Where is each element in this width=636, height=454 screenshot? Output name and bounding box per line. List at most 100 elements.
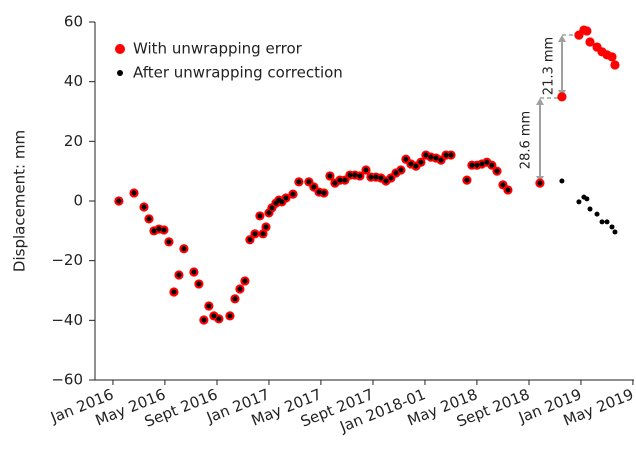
data-point [418,159,424,165]
data-point [201,317,207,323]
data-point [357,173,363,179]
data-point [469,162,475,168]
data-point [383,178,389,184]
annotation: 28.6 mm [519,111,534,169]
data-point [428,154,434,160]
y-tick-label: 60 [64,13,83,31]
data-point [141,204,147,210]
data-point [237,286,243,292]
y-tick-label: 40 [64,72,83,90]
data-point [131,190,137,196]
y-tick-label: −40 [51,311,83,329]
data-point [196,281,202,287]
data-point [474,162,480,168]
data-point [116,198,122,204]
data-point [599,219,605,225]
data-point [505,187,511,193]
legend-marker [117,70,123,76]
data-point [283,195,289,201]
data-point [227,313,233,319]
data-point [296,179,302,185]
y-tick-label: −20 [51,251,83,269]
annotation-arrows [536,34,579,183]
data-point [557,92,567,102]
data-point [438,157,444,163]
data-point [582,26,592,36]
data-point [489,162,495,168]
data-point [263,224,269,230]
data-point [216,316,222,322]
data-point [373,174,379,180]
data-point [257,213,263,219]
data-point [537,180,543,186]
data-point [607,52,617,62]
data-point [610,60,620,70]
data-point [448,152,454,158]
data-point [403,156,409,162]
data-point [423,152,429,158]
legend-marker [115,44,125,54]
data-point [408,161,414,167]
data-point [484,159,490,165]
y-axis-label: Displacement: mm [11,130,29,272]
data-point [191,269,197,275]
data-point [279,199,285,205]
y-tick-label: −60 [51,371,83,389]
data-point [171,289,177,295]
data-point [612,229,618,235]
data-point [211,313,217,319]
data-point [161,227,167,233]
data-point [347,172,353,178]
y-tick-label: 20 [64,132,83,150]
data-point [587,206,593,212]
data-point [388,175,394,181]
data-point [585,37,595,47]
data-point [368,174,374,180]
data-point [594,211,600,217]
data-point [269,205,275,211]
data-point [393,170,399,176]
legend-label: After unwrapping correction [133,64,343,82]
data-point [332,180,338,186]
data-point [290,191,296,197]
data-point [337,177,343,183]
data-point [494,168,500,174]
data-point [316,189,322,195]
data-point [311,184,317,190]
annotation: 21.3 mm [542,37,557,95]
data-point [464,177,470,183]
legend-label: With unwrapping error [133,40,303,58]
data-point [306,179,312,185]
data-point [479,161,485,167]
data-point [252,231,258,237]
data-point [604,219,610,225]
data-point [146,216,152,222]
data-point [321,190,327,196]
data-point [242,278,248,284]
data-point [266,210,272,216]
data-point [151,228,157,234]
data-point [363,167,369,173]
data-point [166,239,172,245]
data-point [232,296,238,302]
data-point [584,196,590,202]
data-point [327,173,333,179]
data-point [176,272,182,278]
y-tick-label: 0 [73,192,83,210]
data-point [559,178,565,184]
data-point [206,303,212,309]
data-point [443,152,449,158]
data-point [433,155,439,161]
data-point [156,226,162,232]
data-point [609,224,615,230]
data-point [398,167,404,173]
data-point [576,199,582,205]
data-point [500,182,506,188]
data-point [342,177,348,183]
data-point [413,163,419,169]
data-point [378,175,384,181]
data-point [352,172,358,178]
data-point [247,237,253,243]
data-point [260,231,266,237]
